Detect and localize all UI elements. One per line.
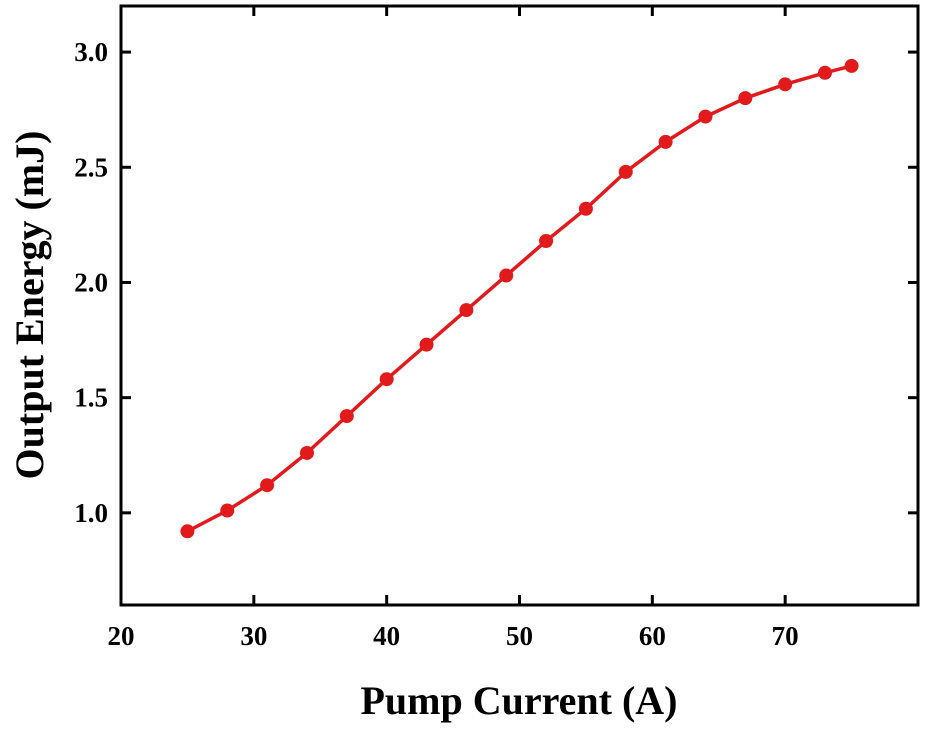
x-tick-label: 20 [108,621,135,651]
y-tick-label: 1.0 [74,498,108,528]
x-axis: 20 30 40 50 60 70 [108,6,799,651]
data-point [778,77,793,92]
y-tick-label: 2.5 [74,152,108,182]
data-point [499,268,514,283]
series-layer [180,58,859,539]
x-tick-label: 30 [240,621,267,651]
data-point [658,134,673,149]
data-point [818,65,833,80]
data-point [618,164,633,179]
y-axis: 1.0 1.5 2.0 2.5 3.0 [74,37,918,528]
y-tick-label: 3.0 [74,37,108,67]
data-point [578,201,593,216]
x-tick-label: 70 [772,621,799,651]
x-axis-title: Pump Current (A) [360,678,677,723]
data-point [220,503,235,518]
data-point [738,91,753,106]
y-tick-label: 1.5 [74,383,108,413]
data-point [539,233,554,248]
y-tick-label: 2.0 [74,267,108,297]
data-point [698,109,713,124]
plot-frame [119,4,920,607]
x-tick-label: 60 [639,621,666,651]
data-point [459,303,474,318]
data-point [180,524,195,539]
data-point [299,445,314,460]
data-point [844,58,859,73]
y-axis-title: Output Energy (mJ) [7,131,52,480]
x-tick-label: 40 [373,621,400,651]
data-point [419,337,434,352]
data-point [379,372,394,387]
series-line [186,64,853,533]
x-tick-label: 50 [506,621,533,651]
data-point [339,409,354,424]
data-point [260,478,275,493]
